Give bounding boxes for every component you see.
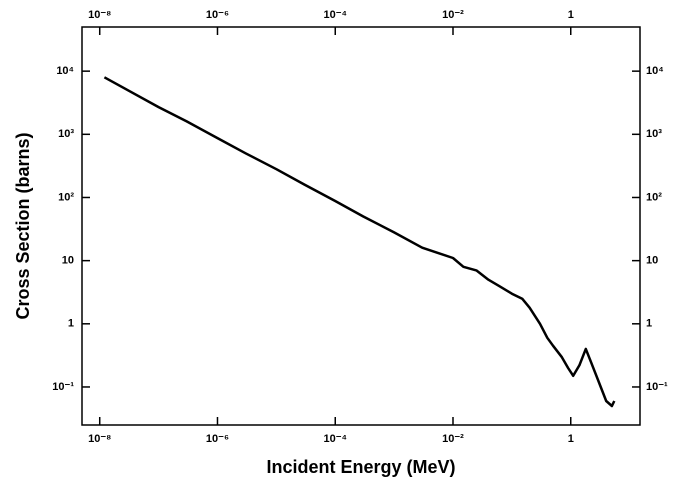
x-tick-label-top: 1 xyxy=(568,9,574,21)
y-axis-label: Cross Section (barns) xyxy=(13,132,33,319)
y-tick-label-right: 10² xyxy=(646,191,662,203)
y-tick-label-right: 10⁴ xyxy=(646,65,664,77)
y-tick-label-right: 10 xyxy=(646,255,658,267)
x-tick-label-top: 10⁻⁶ xyxy=(206,9,229,21)
x-tick-label-top: 10⁻⁸ xyxy=(88,9,111,21)
x-tick-label-top: 10⁻⁴ xyxy=(323,9,346,21)
x-tick-label: 10⁻⁶ xyxy=(206,433,229,445)
x-tick-label: 1 xyxy=(568,433,574,445)
x-tick-label: 10⁻² xyxy=(442,433,464,445)
x-axis-label: Incident Energy (MeV) xyxy=(266,457,455,477)
y-tick-label: 10² xyxy=(58,191,74,203)
y-tick-label-right: 10⁻¹ xyxy=(646,381,668,393)
x-tick-label: 10⁻⁴ xyxy=(323,433,346,445)
y-tick-label: 1 xyxy=(68,318,74,330)
x-tick-label: 10⁻⁸ xyxy=(88,433,111,445)
y-tick-label: 10⁻¹ xyxy=(52,381,74,393)
data-line xyxy=(103,76,616,408)
plot-frame xyxy=(81,26,641,426)
x-tick-label-top: 10⁻² xyxy=(442,9,464,21)
y-tick-label: 10 xyxy=(62,255,74,267)
y-tick-label: 10⁴ xyxy=(56,65,74,77)
y-tick-label: 10³ xyxy=(58,128,74,140)
y-tick-label-right: 1 xyxy=(646,318,652,330)
y-tick-label-right: 10³ xyxy=(646,128,662,140)
